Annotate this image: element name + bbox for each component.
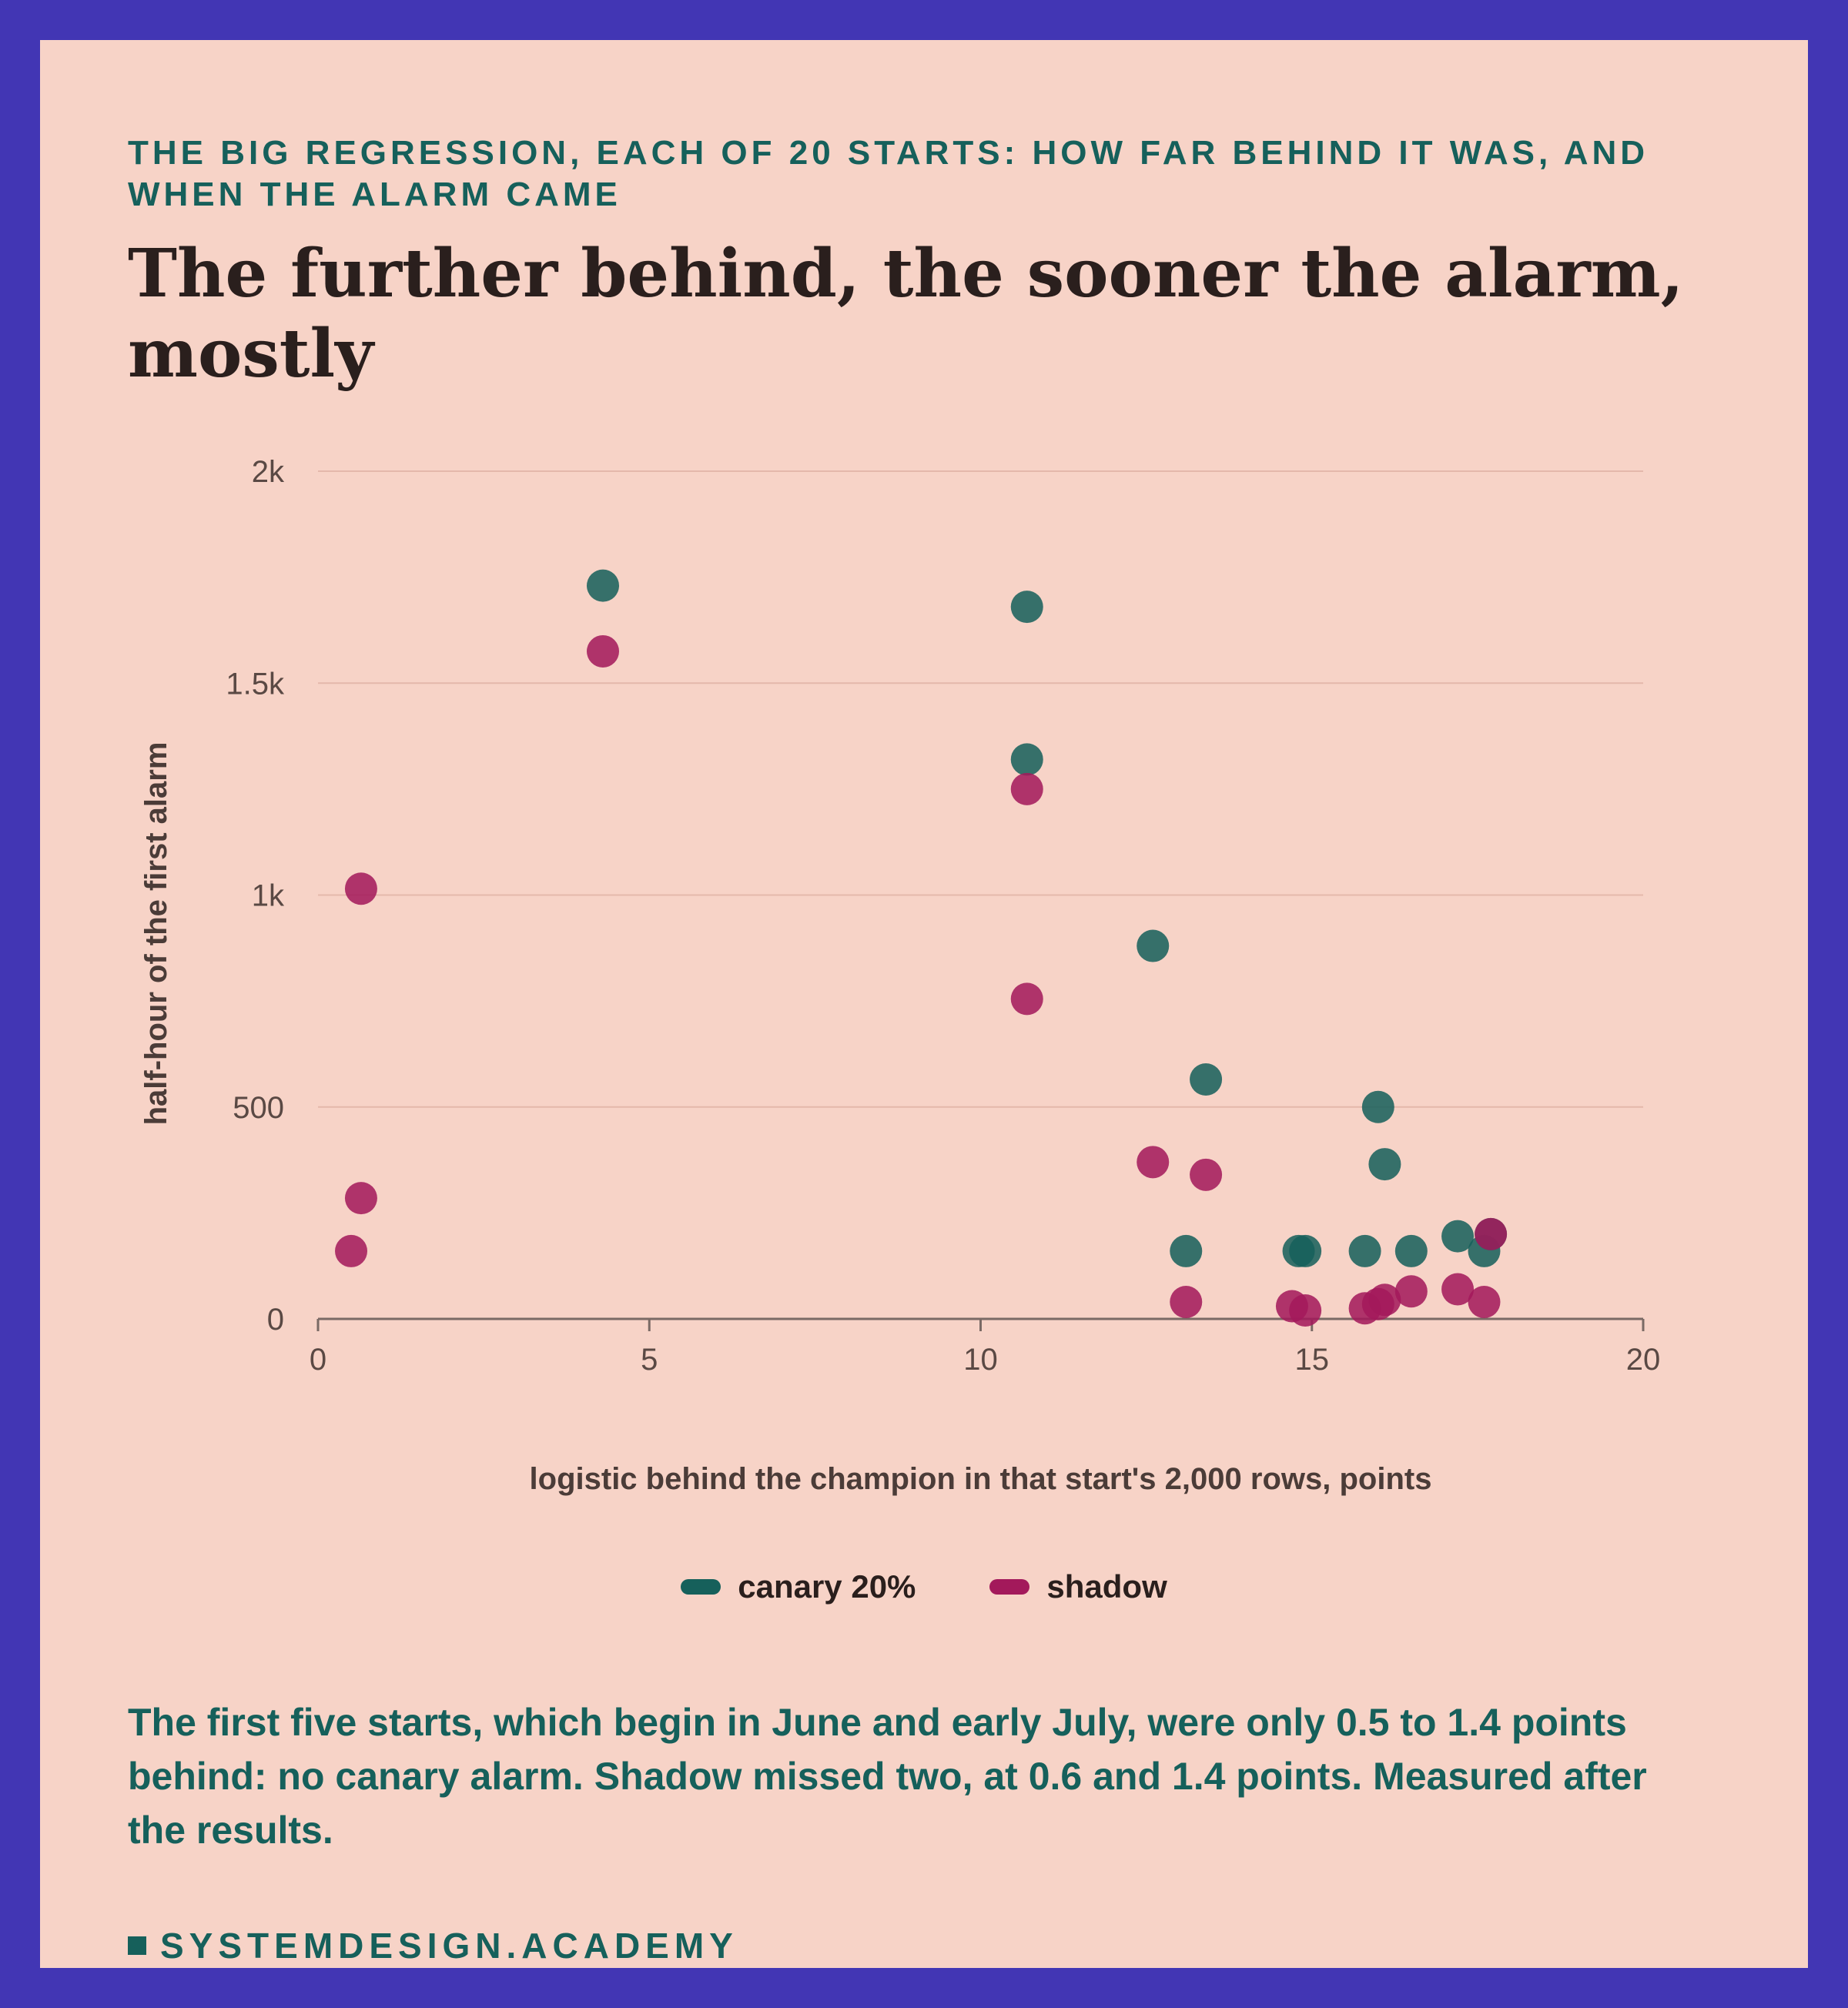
x-tick-label-1: 5: [641, 1343, 658, 1377]
legend-label-shadow: shadow: [1046, 1568, 1167, 1605]
point-shadow-10: [1289, 1293, 1322, 1327]
point-canary-1: [1010, 591, 1043, 624]
point-shadow-7: [1190, 1158, 1223, 1191]
point-canary-5: [1170, 1234, 1203, 1267]
x-tick-label-2: 10: [963, 1343, 998, 1377]
point-shadow-6: [1137, 1146, 1170, 1179]
point-canary-2: [1010, 743, 1043, 776]
point-shadow-5: [1010, 982, 1043, 1016]
x-tick-label-4: 20: [1626, 1343, 1661, 1377]
y-tick-label-4: 2k: [252, 455, 285, 489]
brand-name: SYSTEMDESIGN.ACADEMY: [160, 1926, 738, 1966]
point-shadow-17: [1475, 1217, 1508, 1250]
point-shadow-0: [335, 1234, 368, 1267]
x-tick-label-0: 0: [310, 1343, 326, 1377]
point-canary-10: [1368, 1148, 1401, 1181]
point-canary-9: [1361, 1090, 1394, 1123]
point-shadow-16: [1468, 1285, 1501, 1318]
point-canary-8: [1348, 1234, 1381, 1267]
legend-item-shadow: shadow: [989, 1568, 1167, 1605]
point-shadow-3: [587, 634, 620, 668]
legend-label-canary: canary 20%: [738, 1568, 916, 1605]
y-axis-title: half-hour of the first alarm: [139, 742, 173, 1126]
footer-brand: SYSTEMDESIGN.ACADEMY: [128, 1925, 738, 1966]
y-tick-label-1: 500: [233, 1091, 284, 1125]
chart-title: The further behind, the sooner the alarm…: [128, 235, 1684, 393]
legend-item-canary: canary 20%: [681, 1568, 916, 1605]
point-canary-3: [1137, 929, 1170, 962]
grid-lines: [318, 470, 1643, 1108]
point-shadow-2: [344, 1182, 377, 1215]
point-shadow-4: [1010, 772, 1043, 805]
point-canary-7: [1289, 1234, 1322, 1267]
y-axis-tick-labels: 0 500 1k 1.5k 2k: [226, 455, 285, 1337]
x-axis-title: logistic behind the champion in that sta…: [530, 1462, 1432, 1496]
data-points: [335, 569, 1508, 1327]
chart-card: THE BIG REGRESSION, EACH OF 20 STARTS: H…: [40, 40, 1808, 1968]
scatter-chart: 0 500 1k 1.5k 2k 0 5 10 15 20 logistic behind th…: [139, 455, 1660, 1496]
point-shadow-8: [1170, 1285, 1203, 1318]
point-canary-4: [1190, 1063, 1223, 1096]
y-tick-label-3: 1.5k: [226, 667, 285, 701]
x-tick-label-3: 15: [1295, 1343, 1330, 1377]
legend-swatch-shadow: [989, 1579, 1030, 1595]
x-axis-tick-labels: 0 5 10 15 20: [310, 1343, 1660, 1377]
chart-note: The first five starts, which begin in Ju…: [128, 1701, 1647, 1852]
legend-swatch-canary: [681, 1579, 721, 1595]
chart-eyebrow: THE BIG REGRESSION, EACH OF 20 STARTS: H…: [128, 134, 1649, 213]
y-tick-label-2: 1k: [252, 879, 285, 913]
chart-legend: canary 20% shadow: [40, 1568, 1808, 1605]
x-axis: [316, 1317, 1645, 1331]
point-canary-12: [1441, 1220, 1475, 1253]
brand-square-icon: [128, 1936, 146, 1955]
y-tick-label-0: 0: [267, 1303, 284, 1337]
point-shadow-13: [1368, 1283, 1401, 1317]
point-shadow-14: [1394, 1275, 1428, 1308]
point-shadow-1: [344, 872, 377, 905]
point-canary-11: [1394, 1234, 1428, 1267]
point-canary-0: [587, 569, 620, 602]
point-shadow-15: [1441, 1273, 1475, 1306]
